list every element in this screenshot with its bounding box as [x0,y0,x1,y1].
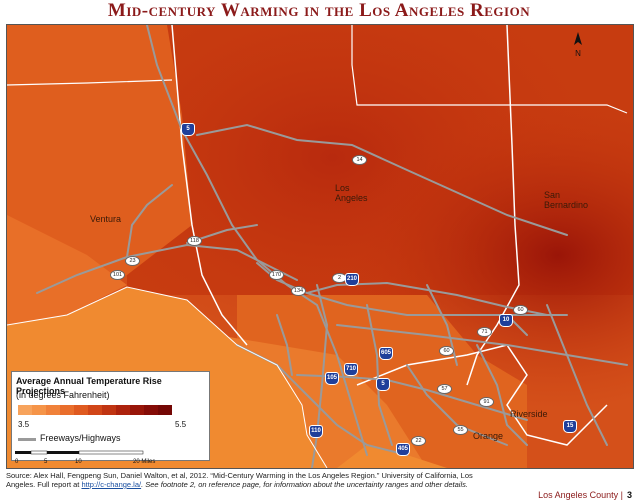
route-170-marker: 170 [269,270,284,280]
county-boundary-kern [7,79,173,86]
county-boundary-la-ventura [171,25,248,346]
interstate-105-shield: 105 [325,372,339,385]
route-60-marker: 60 [513,305,528,315]
source-citation: Source: Alex Hall, Fengpeng Sun, Daniel … [6,471,546,489]
legend-subtitle: (in degrees Fahrenheit) [16,390,110,400]
route-55-marker: 55 [453,425,468,435]
map-legend: Average Annual Temperature Rise Projecti… [11,371,210,461]
route-14-marker: 14 [352,155,367,165]
section-label: Los Angeles County | [538,490,623,500]
route-57-marker: 57 [437,384,452,394]
route-22-marker: 22 [411,436,426,446]
legend-swatch [32,405,46,415]
ventura-coast-cool [7,215,127,325]
county-boundary-la-sb [466,25,520,386]
ventura-region [7,25,192,305]
scale-tick-20: 20 Miles [133,459,155,465]
page-title: Mid-century Warming in the Los Angeles R… [107,0,531,21]
interstate-5-south-shield: 5 [376,378,390,391]
source-link[interactable]: http://c-change.la/ [81,480,142,489]
legend-swatch [46,405,60,415]
label-riverside: Riverside [510,409,548,419]
route-134-marker: 134 [291,286,306,296]
route-118-marker: 118 [187,236,202,246]
legend-title: Average Annual Temperature Rise Projecti… [16,376,162,396]
source-text-1: Source: Alex Hall, Fengpeng Sun, Daniel … [6,471,473,480]
legend-max-label: 5.5 [175,420,187,429]
label-los-angeles: Los Angeles [335,183,368,203]
source-text-3: . See footnote 2, on reference page, for… [141,480,468,489]
legend-swatch [116,405,130,415]
scale-tick-0: 0 [15,459,19,465]
interstate-10-shield: 10 [499,314,513,327]
interstate-110-shield: 110 [309,425,323,438]
legend-swatch [144,405,158,415]
legend-swatch [130,405,144,415]
county-boundary-north [351,25,628,114]
route-71-marker: 71 [477,327,492,337]
coastline [7,286,328,468]
label-orange: Orange [473,431,504,441]
interstate-605-shield: 605 [379,347,393,360]
source-text-2: Angeles. Full report at [6,480,82,489]
label-ventura: Ventura [90,214,122,224]
route-23-marker: 23 [125,256,140,266]
interstate-405-shield: 405 [396,443,410,456]
county-boundary-orange [356,344,608,446]
north-arrow-icon: N [574,32,582,58]
ocean-south [337,445,447,468]
legend-color-ramp [18,405,172,415]
interstate-5-north-shield: 5 [181,123,195,136]
interstate-210-shield: 210 [345,273,359,286]
legend-swatch [102,405,116,415]
route-91-marker: 91 [479,397,494,407]
map-frame[interactable]: Los Angeles Ventura San Bernardino River… [6,24,634,469]
freeway-legend-line [18,438,36,441]
north-label: N [575,49,581,58]
route-101-marker: 101 [110,270,125,280]
legend-swatch [18,405,32,415]
legend-min-label: 3.5 [18,420,30,429]
scale-tick-5: 5 [44,459,48,465]
page-footer: Los Angeles County | 3 [538,490,632,500]
scale-bar: 0 5 10 20 Miles [15,450,155,465]
legend-freeway-label: Freeways/Highways [40,433,121,443]
interstate-15-shield: 15 [563,420,577,433]
route-60-west-marker: 60 [439,346,454,356]
page-number: 3 [626,490,632,500]
legend-swatch [60,405,74,415]
legend-swatch [88,405,102,415]
legend-swatch [74,405,88,415]
legend-swatch [158,405,172,415]
scale-tick-10: 10 [75,459,82,465]
interstate-710-shield: 710 [344,363,358,376]
label-san-bernardino: San Bernardino [544,190,589,210]
